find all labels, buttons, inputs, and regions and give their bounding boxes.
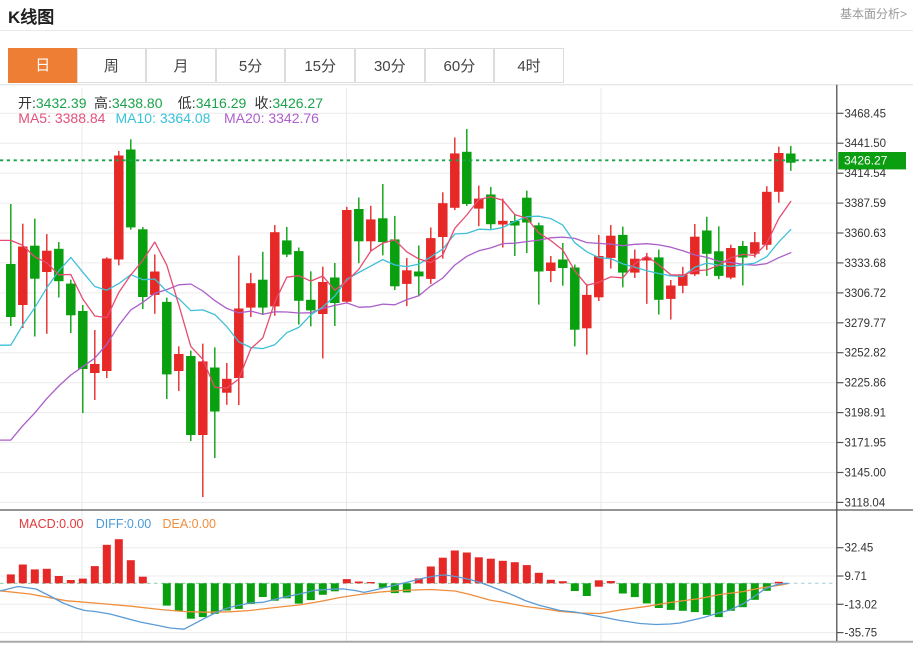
svg-text:3198.91: 3198.91 <box>845 408 887 420</box>
svg-text:3145.00: 3145.00 <box>845 468 887 480</box>
svg-text:3118.04: 3118.04 <box>845 497 886 509</box>
svg-text:3468.45: 3468.45 <box>845 108 887 120</box>
svg-text:-13.02: -13.02 <box>845 599 878 611</box>
svg-text:3387.59: 3387.59 <box>845 198 887 210</box>
svg-text:-35.75: -35.75 <box>845 628 878 640</box>
svg-text:3333.68: 3333.68 <box>845 258 887 270</box>
svg-text:3306.72: 3306.72 <box>845 288 887 300</box>
svg-text:3171.95: 3171.95 <box>845 438 887 450</box>
svg-text:9.71: 9.71 <box>845 571 867 583</box>
svg-text:32.45: 32.45 <box>845 543 874 555</box>
svg-text:3225.86: 3225.86 <box>845 378 887 390</box>
svg-text:3279.77: 3279.77 <box>845 318 887 330</box>
svg-text:3441.50: 3441.50 <box>845 138 887 150</box>
svg-text:3360.63: 3360.63 <box>845 228 887 240</box>
svg-text:3414.54: 3414.54 <box>845 168 887 180</box>
svg-text:3426.27: 3426.27 <box>844 154 888 168</box>
svg-text:3252.82: 3252.82 <box>845 348 887 360</box>
